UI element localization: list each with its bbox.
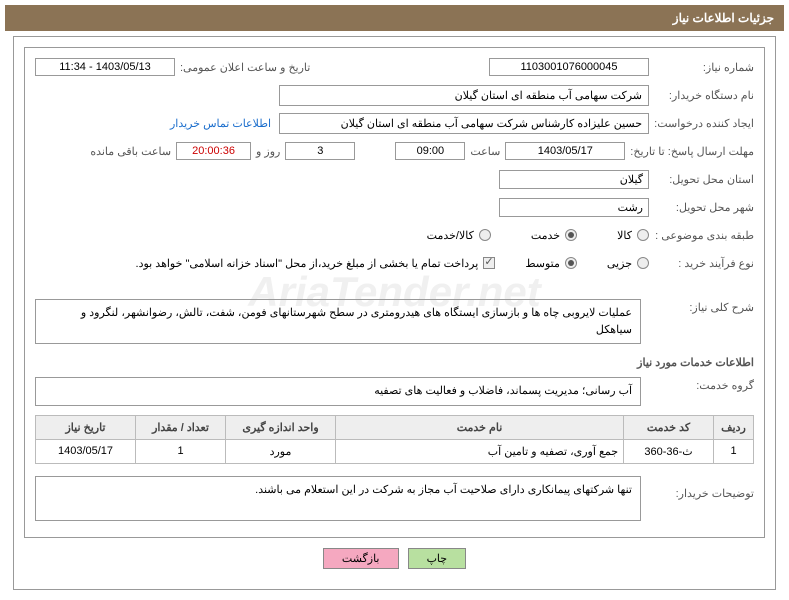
deadline-time-field: 09:00 — [395, 142, 465, 160]
services-table: ردیف کد خدمت نام خدمت واحد اندازه گیری ت… — [35, 415, 754, 464]
radio-minor-label: جزیی — [607, 257, 632, 270]
print-button[interactable]: چاپ — [408, 548, 467, 569]
table-header-row: ردیف کد خدمت نام خدمت واحد اندازه گیری ت… — [36, 415, 754, 439]
th-unit: واحد اندازه گیری — [226, 415, 336, 439]
inner-panel: AriaTender.net شماره نیاز: 1103001076000… — [24, 47, 765, 538]
back-button[interactable]: بازگشت — [323, 548, 399, 569]
buyer-notes-box: تنها شرکتهای پیمانکاری دارای صلاحیت آب م… — [35, 476, 641, 521]
th-row: ردیف — [714, 415, 754, 439]
requester-label: ایجاد کننده درخواست: — [649, 117, 754, 130]
delivery-province-label: استان محل تحویل: — [649, 173, 754, 186]
category-label: طبقه بندی موضوعی : — [649, 229, 754, 242]
service-info-title: اطلاعات خدمات مورد نیاز — [35, 356, 754, 369]
buyer-notes-label: توضیحات خریدار: — [649, 472, 754, 500]
delivery-city-label: شهر محل تحویل: — [649, 201, 754, 214]
page-header: جزئیات اطلاعات نیاز — [5, 5, 784, 31]
payment-note: پرداخت تمام یا بخشی از مبلغ خرید،از محل … — [136, 257, 479, 270]
need-number-label: شماره نیاز: — [649, 61, 754, 74]
payment-checkbox[interactable] — [483, 257, 495, 269]
table-row: 1 ث-36-360 جمع آوری، تصفیه و تامین آب مو… — [36, 439, 754, 463]
buyer-org-label: نام دستگاه خریدار: — [649, 89, 754, 102]
need-summary-label: شرح کلی نیاز: — [649, 295, 754, 314]
td-unit: مورد — [226, 439, 336, 463]
th-service-code: کد خدمت — [624, 415, 714, 439]
radio-icon — [637, 257, 649, 269]
th-qty: تعداد / مقدار — [136, 415, 226, 439]
radio-service-label: خدمت — [531, 229, 560, 242]
service-group-label: گروه خدمت: — [649, 373, 754, 392]
radio-icon — [479, 229, 491, 241]
radio-goods[interactable]: کالا — [617, 229, 649, 242]
time-remaining-field: 20:00:36 — [176, 142, 251, 160]
th-need-date: تاریخ نیاز — [36, 415, 136, 439]
purchase-type-label: نوع فرآیند خرید : — [649, 257, 754, 270]
need-summary-box: عملیات لایروبی چاه ها و بازسازی ایستگاه … — [35, 299, 641, 344]
radio-icon — [637, 229, 649, 241]
th-service-name: نام خدمت — [336, 415, 624, 439]
radio-minor[interactable]: جزیی — [607, 257, 649, 270]
radio-goods-label: کالا — [617, 229, 632, 242]
td-need-date: 1403/05/17 — [36, 439, 136, 463]
radio-goods-service[interactable]: کالا/خدمت — [427, 229, 491, 242]
buyer-contact-link[interactable]: اطلاعات تماس خریدار — [170, 117, 271, 130]
td-row: 1 — [714, 439, 754, 463]
days-and-label: روز و — [251, 145, 285, 158]
page-title: جزئیات اطلاعات نیاز — [673, 11, 774, 25]
radio-goods-service-label: کالا/خدمت — [427, 229, 474, 242]
requester-field: حسین علیزاده کارشناس شرکت سهامی آب منطقه… — [279, 113, 649, 134]
announcement-date-label: تاریخ و ساعت اعلان عمومی: — [175, 61, 310, 74]
need-number-field: 1103001076000045 — [489, 58, 649, 76]
main-panel: AriaTender.net شماره نیاز: 1103001076000… — [13, 36, 776, 590]
td-qty: 1 — [136, 439, 226, 463]
time-label: ساعت — [465, 145, 505, 158]
deadline-date-field: 1403/05/17 — [505, 142, 625, 160]
deadline-label: مهلت ارسال پاسخ: تا تاریخ: — [625, 145, 754, 158]
td-service-code: ث-36-360 — [624, 439, 714, 463]
radio-service[interactable]: خدمت — [531, 229, 577, 242]
delivery-city-field: رشت — [499, 198, 649, 217]
delivery-province-field: گیلان — [499, 170, 649, 189]
td-service-name: جمع آوری، تصفیه و تامین آب — [336, 439, 624, 463]
radio-medium-label: متوسط — [525, 257, 560, 270]
announcement-date-field: 1403/05/13 - 11:34 — [35, 58, 175, 76]
radio-medium[interactable]: متوسط — [525, 257, 577, 270]
service-group-box: آب رسانی؛ مدیریت پسماند، فاضلاب و فعالیت… — [35, 377, 641, 406]
days-remaining-field: 3 — [285, 142, 355, 160]
radio-icon — [565, 257, 577, 269]
remaining-label: ساعت باقی مانده — [85, 145, 176, 158]
buyer-org-field: شرکت سهامی آب منطقه ای استان گیلان — [279, 85, 649, 106]
radio-icon — [565, 229, 577, 241]
